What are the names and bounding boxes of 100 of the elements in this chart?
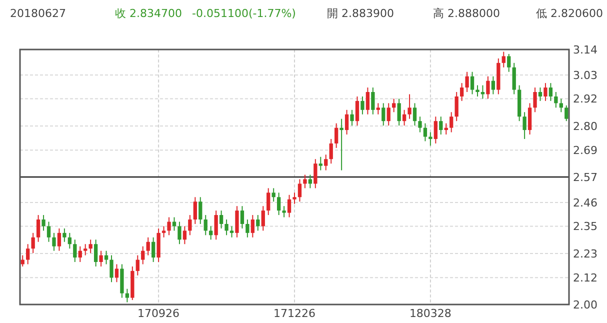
candlestick bbox=[214, 210, 218, 240]
candlestick bbox=[366, 87, 370, 115]
candlestick bbox=[99, 250, 103, 267]
candlestick bbox=[204, 214, 208, 236]
candlestick bbox=[470, 71, 474, 95]
candlestick bbox=[52, 232, 56, 252]
candlestick bbox=[476, 84, 480, 97]
text: -0.051100(-1.77%) bbox=[192, 7, 296, 20]
candlestick bbox=[318, 156, 322, 171]
candlestick bbox=[544, 82, 548, 102]
candlestick bbox=[136, 254, 140, 276]
candlestick bbox=[329, 138, 333, 164]
x-tick-label: 171226 bbox=[274, 307, 316, 320]
candlestick bbox=[502, 51, 506, 68]
candlestick bbox=[31, 232, 35, 254]
candlestick bbox=[46, 221, 51, 242]
candlestick bbox=[402, 109, 406, 126]
candlestick bbox=[246, 219, 250, 238]
y-tick-label: 2.92 bbox=[573, 92, 598, 106]
chart-title: 20180627 bbox=[10, 7, 66, 20]
candlestick bbox=[548, 82, 553, 102]
candlestick bbox=[564, 104, 568, 122]
candlestick bbox=[68, 232, 72, 250]
x-tick-label: 170926 bbox=[138, 307, 180, 320]
candlestick bbox=[198, 196, 202, 224]
candlestick bbox=[512, 62, 516, 95]
candlestick bbox=[340, 118, 344, 171]
candlestick bbox=[423, 122, 428, 142]
candlestick bbox=[146, 236, 150, 256]
candlestick bbox=[250, 214, 254, 238]
candlestick bbox=[344, 109, 349, 135]
candlestick bbox=[522, 112, 526, 140]
candlestick bbox=[528, 102, 532, 135]
candlestick bbox=[350, 109, 354, 126]
candlestick bbox=[141, 246, 145, 265]
candlestick bbox=[57, 228, 62, 252]
candlestick bbox=[240, 206, 244, 229]
candlestick bbox=[125, 288, 130, 303]
candlestick bbox=[162, 226, 166, 238]
candlestick bbox=[292, 192, 296, 204]
candlestick bbox=[465, 71, 469, 92]
y-tick-label: 2.57 bbox=[573, 171, 598, 184]
candlestick bbox=[412, 102, 417, 126]
candlestick bbox=[230, 226, 234, 238]
candlestick bbox=[235, 206, 239, 238]
candlestick bbox=[371, 87, 375, 115]
candlestick bbox=[287, 194, 292, 218]
candlestick bbox=[460, 82, 464, 102]
candlestick bbox=[554, 92, 558, 108]
candlestick bbox=[450, 112, 454, 133]
candlestick bbox=[386, 102, 390, 126]
candlestick bbox=[507, 53, 511, 72]
candlestick bbox=[282, 206, 286, 218]
candlestick bbox=[276, 192, 281, 216]
text: 開 2.883900 bbox=[327, 7, 394, 20]
candlestick bbox=[182, 226, 187, 245]
candlestick bbox=[298, 178, 302, 202]
x-tick-label: 180328 bbox=[409, 307, 452, 320]
text: 高 2.888000 bbox=[433, 7, 500, 20]
candlestick bbox=[486, 76, 490, 100]
candlestick bbox=[491, 76, 496, 95]
candlestick bbox=[272, 188, 276, 202]
candlestick bbox=[219, 210, 224, 229]
y-tick-label: 2.80 bbox=[573, 120, 598, 133]
y-tick-label: 2.69 bbox=[573, 144, 598, 158]
y-tick-label: 2.00 bbox=[573, 298, 598, 312]
text: 收 2.834700 bbox=[115, 7, 182, 20]
candlestick bbox=[172, 216, 176, 232]
candlestick bbox=[360, 96, 364, 115]
candlestick bbox=[152, 236, 156, 262]
candlestick bbox=[114, 264, 119, 283]
candlestick bbox=[408, 94, 412, 120]
y-tick-label: 2.12 bbox=[573, 272, 598, 285]
candlestick bbox=[392, 98, 396, 113]
candlestick bbox=[559, 98, 563, 113]
candlestick bbox=[428, 132, 432, 146]
candlestick bbox=[355, 96, 360, 126]
y-tick-label: 2.23 bbox=[573, 248, 598, 260]
text: 低 2.820600 bbox=[536, 7, 603, 20]
y-tick-label: 3.03 bbox=[573, 69, 598, 82]
candlestick bbox=[224, 219, 228, 236]
candlestick bbox=[167, 216, 171, 236]
candlestick bbox=[382, 102, 386, 126]
candlestick bbox=[261, 206, 265, 232]
candlestick bbox=[73, 239, 77, 262]
candlestick bbox=[439, 116, 443, 135]
y-tick-label: 2.46 bbox=[573, 196, 598, 210]
candlestick bbox=[434, 116, 438, 144]
candlestick bbox=[538, 87, 542, 102]
candlestick bbox=[26, 244, 30, 265]
candlestick bbox=[94, 239, 98, 267]
candlestick bbox=[209, 226, 213, 240]
candlestick bbox=[78, 246, 82, 262]
candlestick bbox=[84, 244, 88, 256]
candlestick bbox=[308, 174, 312, 189]
candlestick bbox=[193, 196, 197, 224]
candlestick bbox=[303, 174, 307, 189]
candlestick bbox=[42, 214, 46, 232]
candlestick bbox=[110, 254, 114, 283]
candlestick bbox=[104, 250, 108, 265]
